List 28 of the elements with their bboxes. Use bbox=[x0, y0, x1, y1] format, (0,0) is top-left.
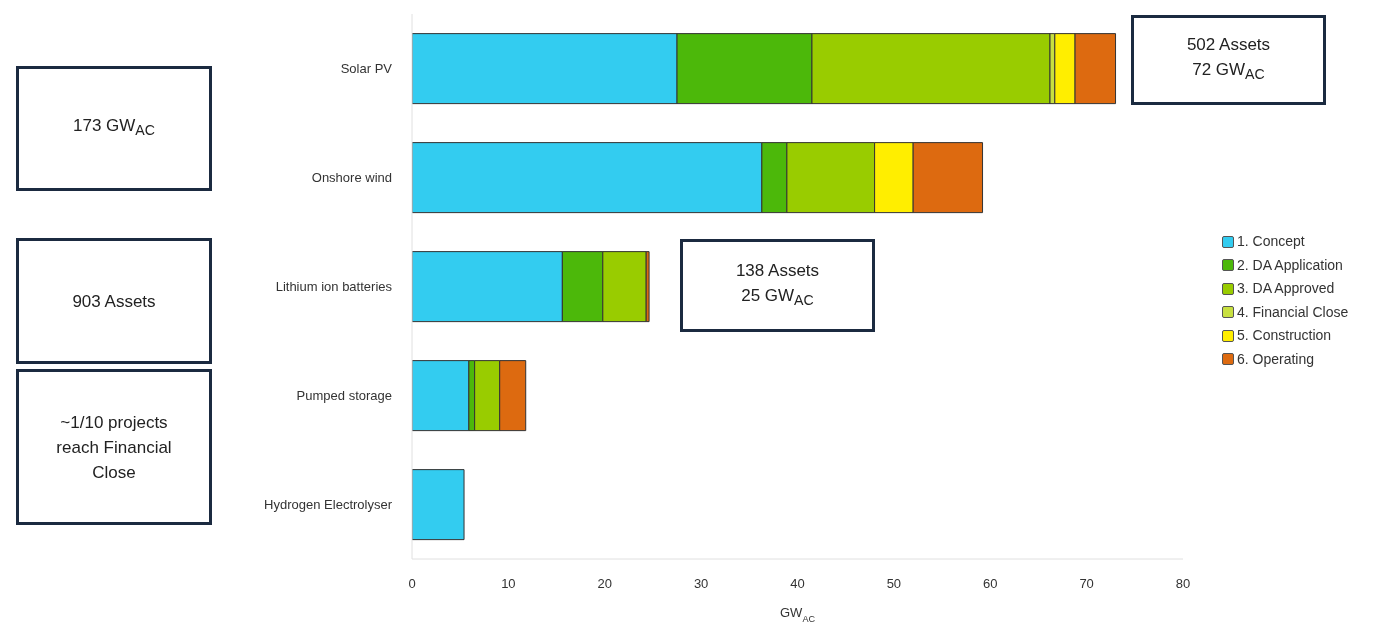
annotation: 138 Assets 25 GW$_{AC}$ bbox=[735, 259, 820, 311]
x-tick-label: 10 bbox=[501, 576, 516, 592]
legend-label: 4. Financial Close bbox=[1237, 302, 1349, 322]
legend-label: 5. Construction bbox=[1237, 326, 1332, 345]
x-tick-label: 60 bbox=[983, 576, 998, 592]
x-tick-label: 50 bbox=[886, 576, 902, 592]
y-tick-label: Onshore wind bbox=[311, 170, 392, 186]
legend-label: 2. DA Application bbox=[1237, 255, 1343, 275]
y-tick-label: Hydrogen Electrolyser bbox=[264, 497, 393, 513]
y-tick-label: Pumped storage bbox=[296, 388, 392, 404]
text: 173 GW$_{AC}$ bbox=[72, 115, 156, 141]
bar bbox=[412, 360, 470, 432]
x-axis-title: GW$_{AC}$ bbox=[779, 605, 816, 624]
text: ~1/10 projects reach Financial Close bbox=[55, 411, 173, 484]
x-tick-label: 80 bbox=[1175, 576, 1191, 592]
x-tick-label: 70 bbox=[1079, 576, 1094, 592]
legend-label: 1. Concept bbox=[1237, 232, 1305, 251]
y-tick-label: Solar PV bbox=[340, 61, 393, 77]
x-tick-label: 30 bbox=[693, 576, 709, 592]
x-tick-label: 40 bbox=[790, 576, 805, 592]
legend-label: 3. DA Approved bbox=[1237, 279, 1335, 298]
legend-label: 6. Operating bbox=[1237, 349, 1315, 369]
bar bbox=[412, 469, 465, 541]
text: 903 Assets bbox=[72, 290, 156, 313]
x-tick-label: 20 bbox=[597, 576, 612, 592]
y-tick-label: Lithium ion batteries bbox=[275, 279, 393, 295]
x-tick-label: 0 bbox=[408, 576, 416, 592]
text: 502 Assets 72 GW$_{AC}$ bbox=[1186, 34, 1271, 85]
